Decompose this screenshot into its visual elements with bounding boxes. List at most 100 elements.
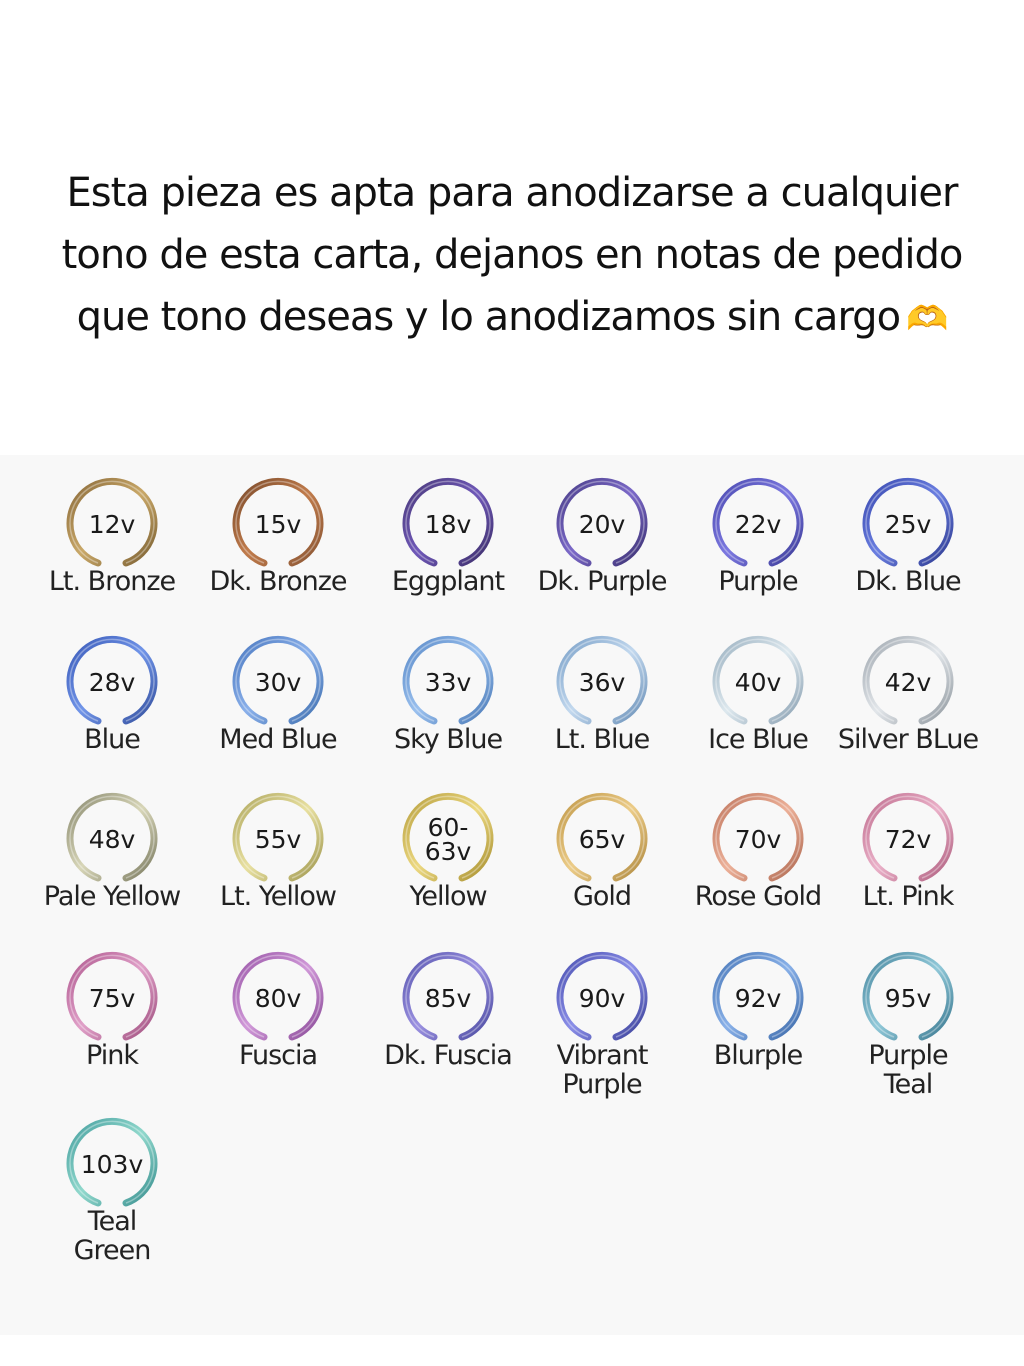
color-name-label: Lt. Bronze [48,566,176,597]
ring-icon: 70v [708,790,808,890]
voltage-label: 75v [88,984,136,1013]
color-name-label: Fuscia [238,1040,318,1071]
voltage-label: 80v [254,984,302,1013]
color-name-label: Purple [718,566,798,597]
color-name-label: Silver BLue [837,724,979,755]
swatch-65v: 65v Gold [520,780,684,930]
ring-icon: 12v [62,475,162,575]
voltage-label: 20v [578,510,626,539]
voltage-label: 18v [424,510,472,539]
voltage-label: 95v [884,984,932,1013]
voltage-label: 72v [884,825,932,854]
ring-icon: 60- 63v [398,790,498,890]
swatch-25v: 25v Dk. Blue [826,465,990,615]
ring-icon: 36v [552,633,652,733]
ring-icon: 48v [62,790,162,890]
swatch-80v: 80v Fuscia [196,939,360,1089]
color-name-label: Yellow [409,881,487,912]
swatch-60-63v: 60- 63v Yellow [366,780,530,930]
swatch-18v: 18v Eggplant [366,465,530,615]
header-line-1: Esta pieza es apta para anodizarse a cua… [66,170,959,216]
ring-icon: 55v [228,790,328,890]
voltage-label: 90v [578,984,626,1013]
ring-icon: 28v [62,633,162,733]
voltage-label: 42v [884,668,932,697]
ring-icon: 30v [228,633,328,733]
color-name-label: Lt. Blue [554,724,651,755]
header-line-3: que tono deseas y lo anodizamos sin carg… [20,286,1004,350]
ring-icon: 75v [62,949,162,1049]
header-line-2: tono de esta carta, dejanos en notas de … [61,232,964,278]
color-name-label: Rose Gold [694,881,822,912]
ring-icon: 22v [708,475,808,575]
voltage-label: 22v [734,510,782,539]
voltage-label: 15v [254,510,302,539]
color-name-label: Dk. Purple [537,566,668,597]
ring-icon: 80v [228,949,328,1049]
color-name-label: Dk. Fuscia [384,1040,513,1071]
ring-icon: 90v [552,949,652,1049]
ring-icon: 20v [552,475,652,575]
swatch-36v: 36v Lt. Blue [520,623,684,773]
color-name-label: Dk. Bronze [209,566,347,597]
voltage-label: 103v [80,1150,144,1179]
ring-icon: 92v [708,949,808,1049]
ring-icon: 18v [398,475,498,575]
voltage-label: 25v [884,510,932,539]
color-name-label: Vibrant Purple [556,1040,649,1100]
ring-icon: 25v [858,475,958,575]
voltage-label: 92v [734,984,782,1013]
voltage-label: 85v [424,984,472,1013]
color-name-label: Dk. Blue [855,566,961,597]
swatch-30v: 30v Med Blue [196,623,360,773]
color-name-label: Pale Yellow [43,881,181,912]
color-name-label: Sky Blue [393,724,503,755]
voltage-label: 70v [734,825,782,854]
swatch-85v: 85v Dk. Fuscia [366,939,530,1089]
ring-icon: 72v [858,790,958,890]
voltage-label: 55v [254,825,302,854]
ring-icon: 33v [398,633,498,733]
ring-icon: 65v [552,790,652,890]
header-line-3-text: que tono deseas y lo anodizamos sin carg… [76,294,901,340]
color-name-label: Teal Green [73,1206,152,1266]
swatch-20v: 20v Dk. Purple [520,465,684,615]
color-name-label: Ice Blue [708,724,809,755]
anodizing-color-chart: 12v Lt. Bronze 15v Dk. Bronze 18v Eggplant 20v… [0,455,1024,1335]
swatch-33v: 33v Sky Blue [366,623,530,773]
swatch-28v: 28v Blue [30,623,194,773]
voltage-label: 48v [88,825,136,854]
swatch-70v: 70v Rose Gold [676,780,840,930]
voltage-label: 33v [424,668,472,697]
ring-icon: 103v [62,1115,162,1215]
swatch-22v: 22v Purple [676,465,840,615]
ring-icon: 95v [858,949,958,1049]
ring-icon: 42v [858,633,958,733]
color-name-label: Lt. Pink [862,881,955,912]
color-name-label: Purple Teal [868,1040,948,1100]
header-text: Esta pieza es apta para anodizarse a cua… [20,162,1004,350]
color-name-label: Blurple [713,1040,804,1071]
color-name-label: Eggplant [391,566,505,597]
swatch-12v: 12v Lt. Bronze [30,465,194,615]
ring-icon: 15v [228,475,328,575]
swatch-42v: 42v Silver BLue [826,623,990,773]
swatch-95v: 95v Purple Teal [826,939,990,1099]
voltage-label: 65v [578,825,626,854]
color-name-label: Pink [86,1040,139,1071]
voltage-label: 30v [254,668,302,697]
color-name-label: Med Blue [219,724,337,755]
swatch-90v: 90v Vibrant Purple [520,939,684,1099]
swatch-48v: 48v Pale Yellow [30,780,194,930]
voltage-label: 40v [734,668,782,697]
swatch-55v: 55v Lt. Yellow [196,780,360,930]
swatch-75v: 75v Pink [30,939,194,1089]
ring-icon: 85v [398,949,498,1049]
swatch-92v: 92v Blurple [676,939,840,1089]
ring-icon: 40v [708,633,808,733]
swatch-103v: 103v Teal Green [30,1105,194,1265]
swatch-15v: 15v Dk. Bronze [196,465,360,615]
voltage-label: 36v [578,668,626,697]
color-name-label: Gold [572,881,632,912]
heart-hands-icon: 🫶 [906,299,948,339]
